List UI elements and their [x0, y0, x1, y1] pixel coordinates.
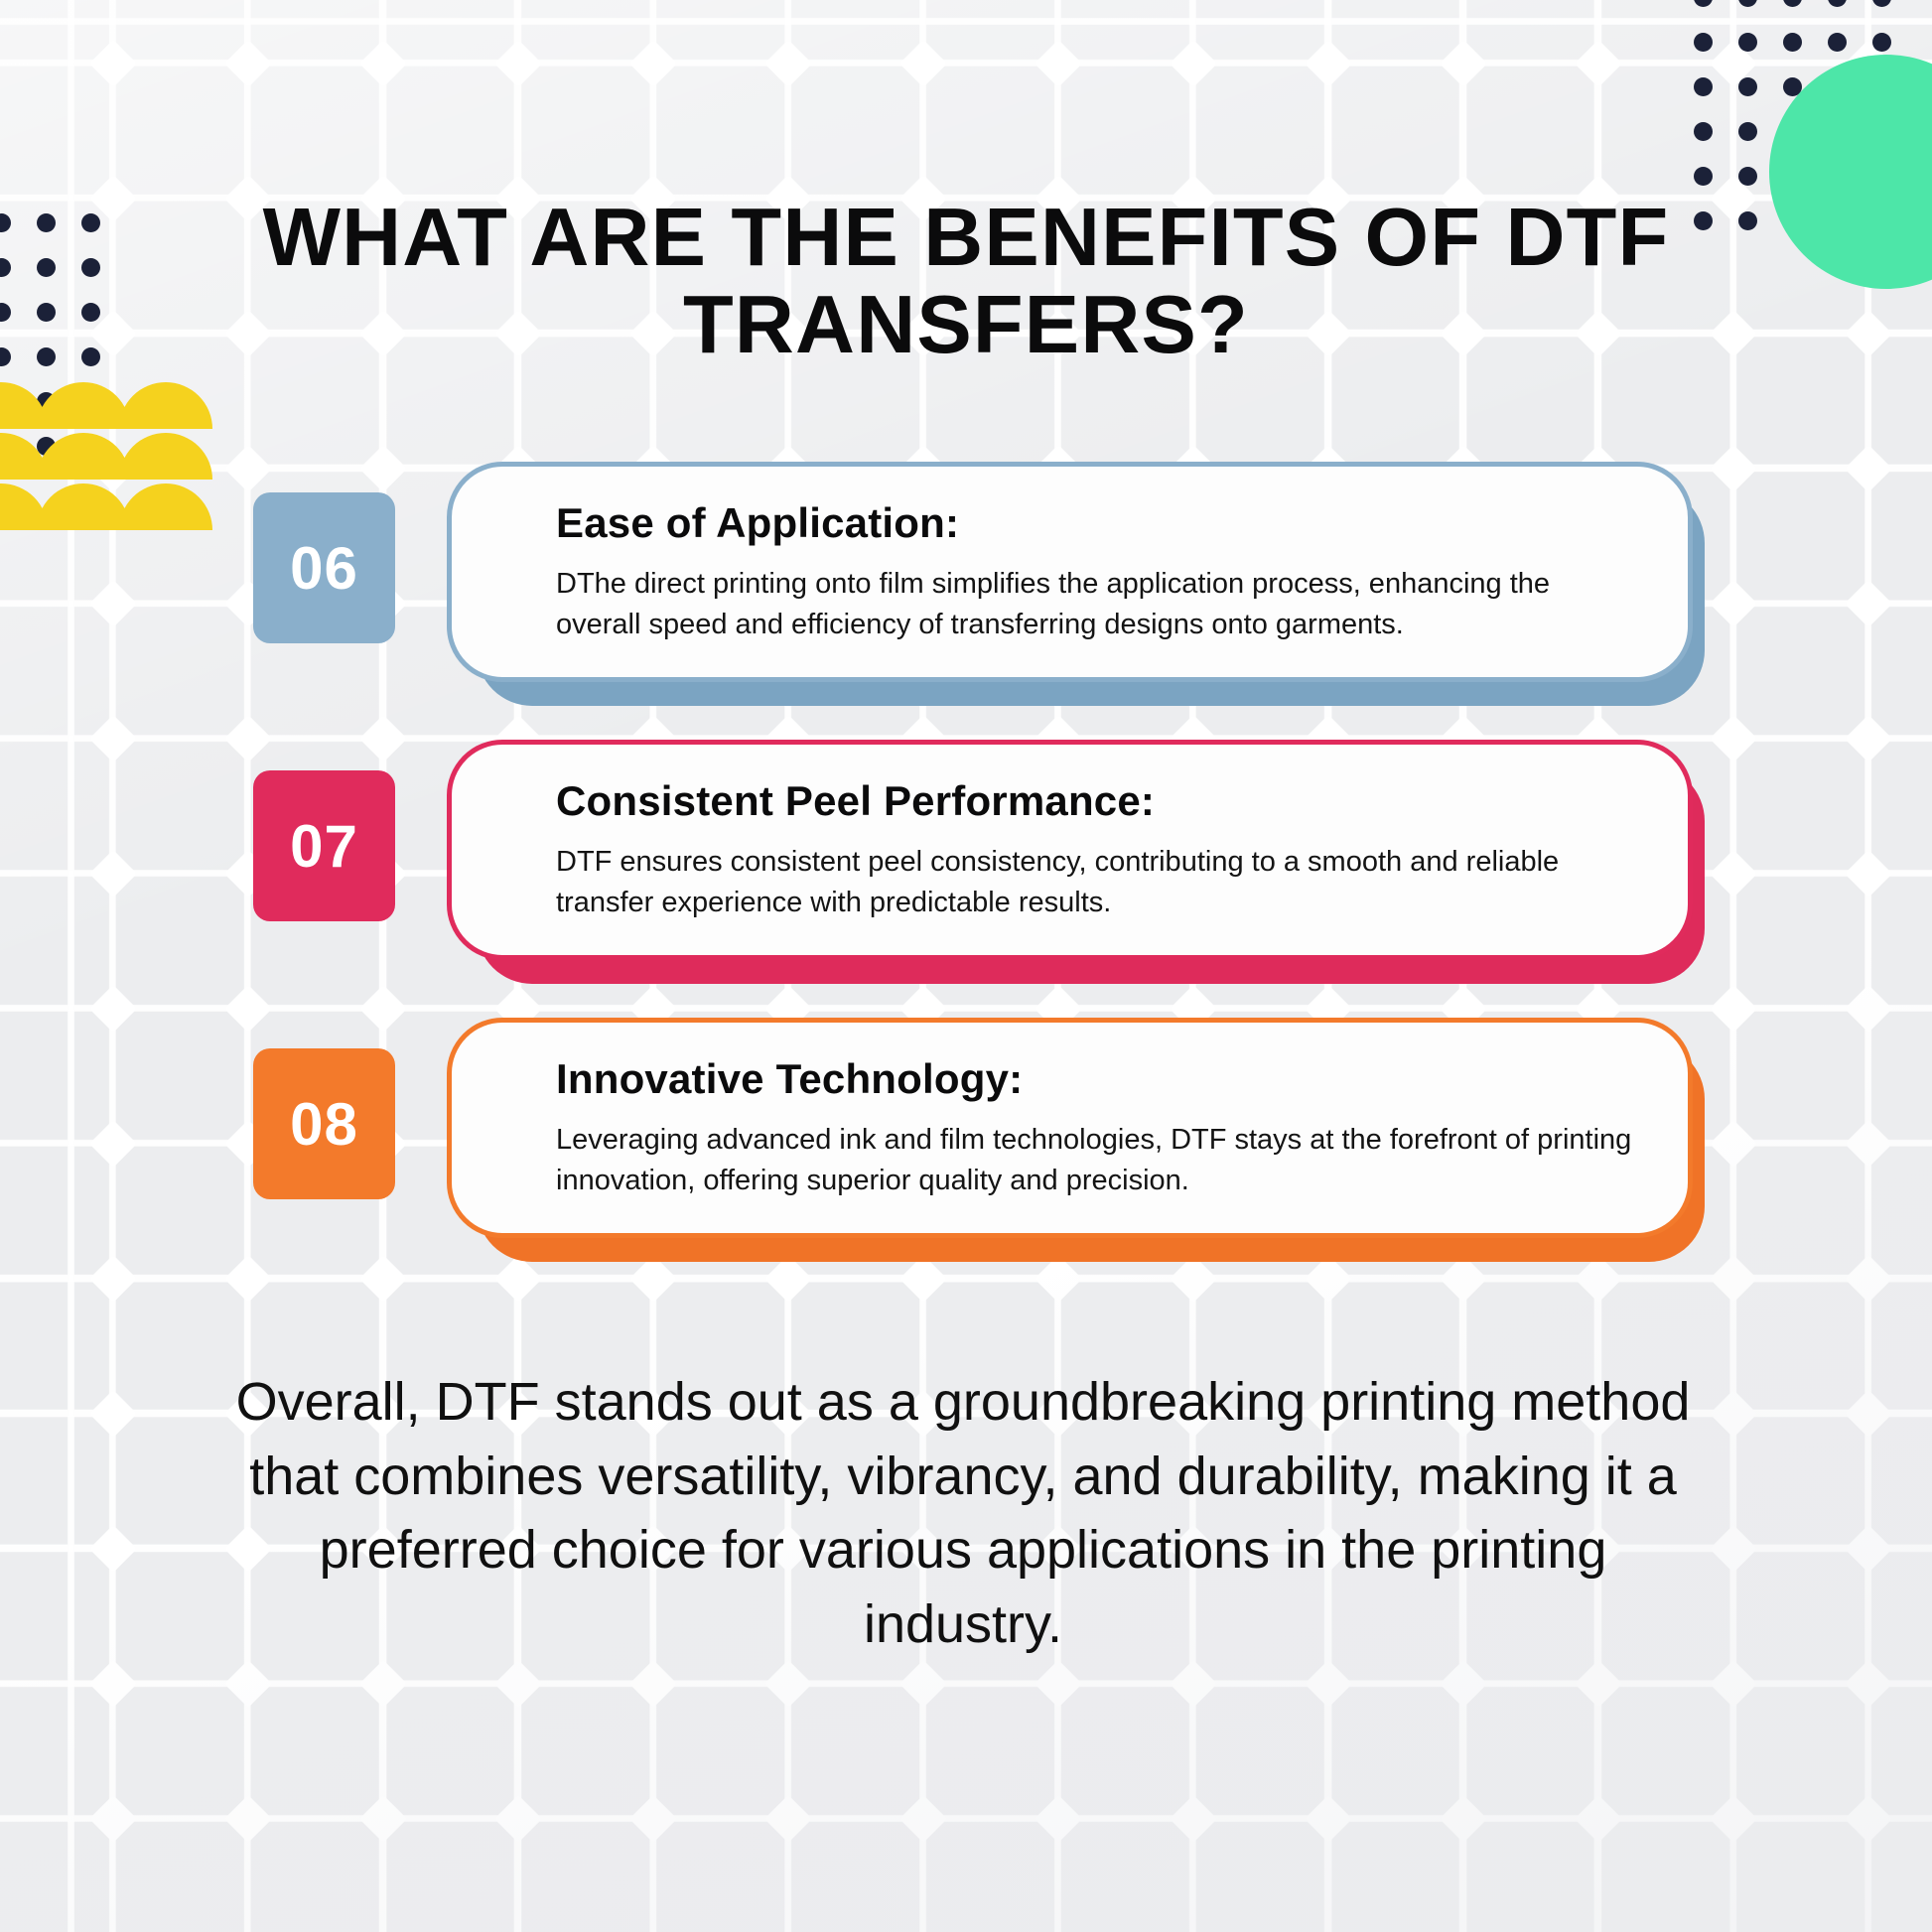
- benefit-list: 06 Ease of Application: DThe direct prin…: [253, 462, 1705, 1296]
- benefit-description: Leveraging advanced ink and film technol…: [556, 1124, 1632, 1197]
- list-item: 07 Consistent Peel Performance: DTF ensu…: [253, 740, 1705, 986]
- benefit-description: DThe direct printing onto film simplifie…: [556, 568, 1551, 641]
- benefit-heading: Innovative Technology:: [556, 1055, 1024, 1102]
- card-body: Innovative Technology: Leveraging advanc…: [447, 1018, 1693, 1238]
- benefit-description: DTF ensures consistent peel consistency,…: [556, 846, 1560, 919]
- benefit-card: Consistent Peel Performance: DTF ensures…: [447, 740, 1705, 984]
- list-item: 06 Ease of Application: DThe direct prin…: [253, 462, 1705, 708]
- summary-paragraph: Overall, DTF stands out as a groundbreak…: [235, 1372, 1691, 1654]
- card-body: Consistent Peel Performance: DTF ensures…: [447, 740, 1693, 960]
- benefit-card: Innovative Technology: Leveraging advanc…: [447, 1018, 1705, 1262]
- benefit-card: Ease of Application: DThe direct printin…: [447, 462, 1705, 706]
- page-title: WHAT ARE THE BENEFITS OF DTF TRANSFERS?: [262, 191, 1670, 370]
- list-item: 08 Innovative Technology: Leveraging adv…: [253, 1018, 1705, 1264]
- card-body: Ease of Application: DThe direct printin…: [447, 462, 1693, 682]
- benefit-heading: Consistent Peel Performance:: [556, 777, 1156, 824]
- benefit-number-badge: 06: [253, 492, 395, 643]
- benefit-number-badge: 07: [253, 770, 395, 921]
- benefit-heading: Ease of Application:: [556, 499, 960, 546]
- benefit-number-badge: 08: [253, 1048, 395, 1199]
